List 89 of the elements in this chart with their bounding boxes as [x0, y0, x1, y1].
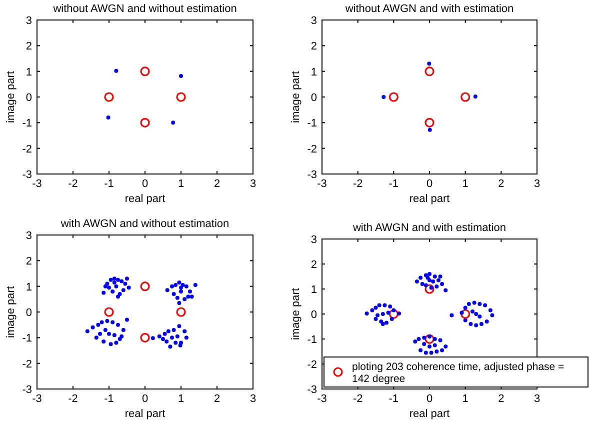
x-tick-label: 1 [462, 393, 468, 405]
x-axis-title: real part [409, 193, 450, 205]
chart-title: with AWGN and without estimation [60, 218, 230, 230]
y-axis-title: image part [290, 71, 302, 123]
y-axis-title: image part [290, 288, 302, 340]
point [140, 332, 150, 342]
point [114, 68, 118, 73]
x-tick-label: -2 [68, 393, 78, 405]
y-tick-label: -1 [22, 118, 32, 130]
y-tick-label: -1 [307, 118, 317, 130]
y-tick-label: -3 [22, 169, 32, 181]
y-tick-label: -2 [22, 358, 32, 370]
x-tick-label: 0 [426, 393, 433, 405]
chart-title: with AWGN and with estimation [352, 222, 506, 234]
point [427, 62, 432, 66]
x-tick-label: -1 [104, 178, 114, 190]
point [104, 307, 114, 317]
y-tick-label: 1 [310, 284, 317, 296]
point [176, 307, 186, 317]
x-tick-label: -1 [388, 393, 399, 405]
y-tick-label: 3 [26, 230, 32, 242]
point [104, 92, 114, 102]
x-tick-label: 3 [534, 393, 540, 405]
y-axis-title: image part [5, 71, 17, 123]
point [428, 128, 432, 132]
point [460, 92, 470, 102]
y-tick-label: 3 [26, 15, 32, 27]
y-tick-label: 1 [26, 66, 32, 78]
x-tick-label: -2 [352, 178, 363, 190]
point [424, 284, 434, 294]
chart-title: without AWGN and with estimation [344, 3, 514, 15]
point [388, 309, 398, 319]
x-tick-label: 1 [178, 393, 184, 405]
point [106, 116, 110, 120]
point [473, 94, 478, 98]
x-tick-label: 1 [178, 178, 184, 190]
x-tick-label: 1 [462, 178, 468, 190]
y-tick-label: 0 [310, 92, 317, 104]
y-tick-label: -1 [22, 332, 32, 345]
x-tick-label: 3 [534, 178, 540, 190]
point [140, 282, 150, 292]
x-tick-label: -1 [388, 178, 399, 190]
point [424, 334, 434, 344]
x-axis-title: real part [409, 408, 450, 420]
point [382, 95, 386, 99]
y-tick-label: -3 [307, 384, 317, 396]
x-tick-label: 2 [498, 178, 504, 190]
x-tick-label: -2 [68, 178, 78, 190]
x-tick-label: -2 [352, 393, 363, 405]
x-tick-label: 0 [142, 393, 148, 405]
y-tick-label: -2 [307, 359, 317, 371]
legend-label: ploting 203 coherence time, adjusted phase = 142 degree [352, 361, 564, 385]
point [388, 92, 398, 102]
y-tick-label: 2 [310, 40, 317, 53]
x-tick-label: 2 [214, 393, 220, 405]
point [140, 66, 150, 76]
y-tick-label: 0 [310, 309, 317, 321]
y-tick-label: 2 [310, 259, 317, 271]
x-tick-label: 2 [214, 178, 220, 190]
y-tick-label: 3 [310, 15, 317, 27]
point [424, 66, 434, 76]
y-tick-label: 3 [310, 234, 317, 246]
y-tick-label: 2 [26, 40, 32, 53]
point [179, 74, 183, 78]
x-tick-label: 3 [250, 178, 256, 190]
x-axis-title: real part [124, 193, 166, 205]
y-tick-label: 1 [310, 66, 317, 78]
y-tick-label: 0 [26, 307, 32, 319]
y-tick-label: 1 [26, 281, 32, 294]
point [460, 309, 470, 319]
y-tick-label: 0 [26, 92, 32, 104]
point [171, 120, 176, 125]
x-tick-label: 0 [142, 178, 148, 190]
x-tick-label: 3 [250, 393, 256, 405]
x-axis-title: real part [124, 408, 166, 420]
y-axis-title: image part [5, 286, 17, 338]
x-tick-label: 0 [426, 178, 433, 190]
point [176, 92, 186, 102]
y-tick-label: -2 [307, 143, 317, 156]
y-tick-label: 2 [26, 256, 32, 268]
point [140, 118, 150, 128]
point [424, 118, 434, 128]
y-tick-label: -1 [307, 334, 317, 346]
y-tick-label: -2 [22, 143, 32, 156]
y-tick-label: -3 [307, 169, 317, 181]
x-tick-label: 2 [498, 393, 504, 405]
x-tick-label: -1 [104, 393, 114, 405]
chart-title: without AWGN and without estimation [52, 3, 237, 15]
y-tick-label: -3 [22, 384, 32, 396]
